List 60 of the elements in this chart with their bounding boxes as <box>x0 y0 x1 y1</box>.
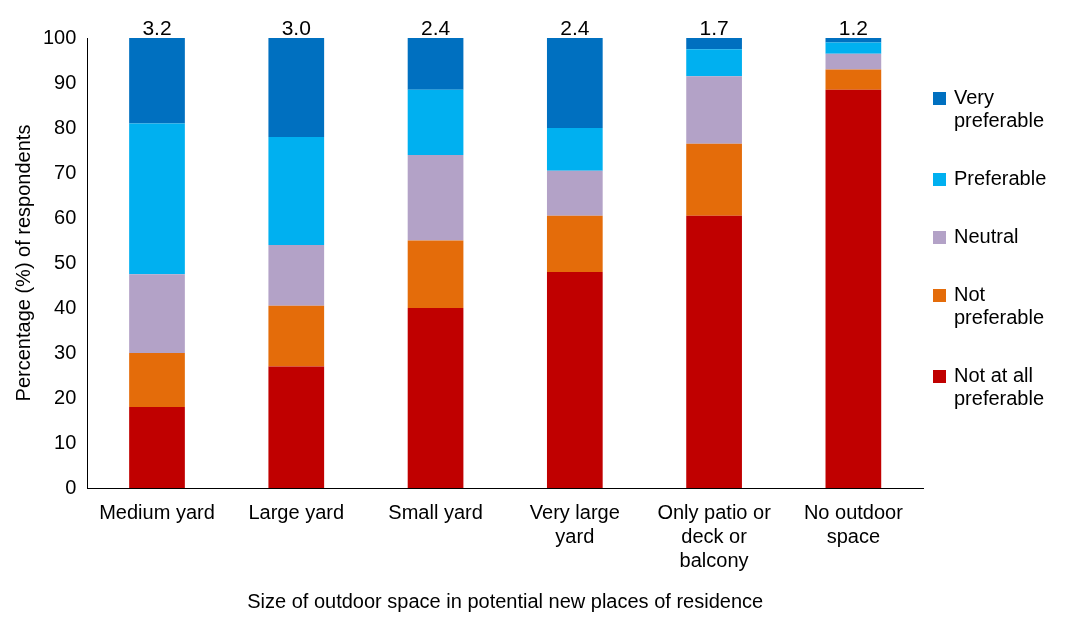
y-tick-label: 40 <box>54 295 77 318</box>
bar <box>129 407 185 488</box>
bar <box>546 128 603 171</box>
bar <box>129 123 185 275</box>
y-tick-label: 60 <box>54 205 77 228</box>
y-tick-label: 100 <box>42 25 77 48</box>
x-tick-label: Very large yard <box>529 500 620 547</box>
bar <box>825 42 882 54</box>
bar <box>268 137 325 245</box>
y-tick-label: 30 <box>54 340 77 363</box>
x-tick-label: Small yard <box>388 500 483 523</box>
annotation: 1.2 <box>838 16 868 40</box>
y-tick-label: 70 <box>54 160 77 183</box>
bar <box>129 38 185 124</box>
y-tick-label: 20 <box>54 385 77 408</box>
annotation: 3.2 <box>142 16 172 40</box>
bar <box>686 215 742 488</box>
y-tick-label: 50 <box>54 250 77 273</box>
annotation: 2.4 <box>420 16 451 40</box>
bar <box>546 215 603 272</box>
y-tick-label: 10 <box>54 430 77 453</box>
bar <box>546 38 603 128</box>
bar <box>407 89 464 155</box>
x-tick-label: No outdoor space <box>803 500 904 547</box>
bar <box>825 53 882 70</box>
bar <box>686 38 742 50</box>
x-tick-label: Medium yard <box>99 500 215 523</box>
bar <box>407 155 464 241</box>
bar <box>546 170 603 216</box>
bar <box>129 353 185 407</box>
legend-label: Preferable <box>954 166 1047 190</box>
legend-label: Not at all preferable <box>954 364 1046 411</box>
x-axis-title: Size of outdoor space in potential new places of residence <box>247 589 764 612</box>
y-tick-label: 90 <box>54 70 77 93</box>
bar <box>407 308 464 488</box>
x-tick-label: Large yard <box>248 500 345 523</box>
bar <box>825 89 882 488</box>
bar <box>407 38 464 90</box>
bar <box>268 38 325 137</box>
bar <box>268 245 325 306</box>
legend-label: Very preferable <box>954 85 1046 132</box>
bar <box>686 49 742 77</box>
y-tick-label: 80 <box>54 115 77 138</box>
x-tick-label: Only patio or deck or balcony <box>657 500 772 571</box>
annotation: 2.4 <box>560 16 590 40</box>
bar <box>268 305 325 367</box>
bar <box>129 274 185 353</box>
bar <box>268 366 325 488</box>
annotation: 1.7 <box>699 16 729 40</box>
bar <box>546 272 603 488</box>
bar <box>825 69 882 90</box>
legend-label: Neutral <box>954 224 1019 248</box>
y-tick-label: 0 <box>65 475 77 498</box>
annotation: 3.0 <box>281 16 311 40</box>
bar <box>686 76 742 144</box>
legend-label: Not preferable <box>954 283 1046 330</box>
bar <box>686 143 742 216</box>
bar <box>407 240 464 308</box>
bar <box>825 38 882 43</box>
y-axis-title: Percentage (%) of respondents <box>11 124 34 402</box>
